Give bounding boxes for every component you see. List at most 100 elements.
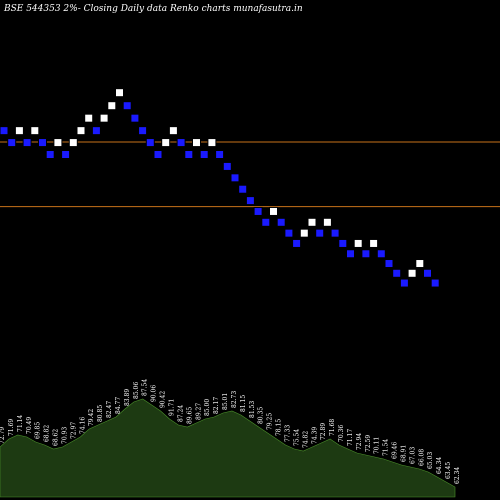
volume-label: 69.46 [392,442,399,459]
volume-label: 79.25 [267,413,274,430]
volume-label: 87.54 [142,379,149,396]
volume-label: 77.33 [285,425,292,442]
renko-brick-up [299,228,309,238]
volume-label: 90.42 [160,391,167,408]
volume-label: 83.89 [124,389,131,406]
renko-brick-up [322,217,332,227]
volume-label: 71.68 [329,419,336,436]
volume-labels: 72.79 71.69 71.14 70.49 69.85 68.82 68.62 70.93… [0,379,461,484]
renko-brick-down [153,150,163,160]
volume-label: 70.49 [26,417,33,434]
volume-label: 72.89 [320,423,327,440]
renko-brick-down [399,278,409,288]
volume-label: 85.01 [222,393,229,410]
renko-brick-down [346,249,355,259]
volume-label: 80.85 [97,405,104,422]
renko-brick-down [0,126,9,136]
renko-brick-down [130,113,140,123]
volume-label: 81.15 [240,395,247,412]
renko-brick-down [238,184,248,194]
volume-label: 68.82 [44,425,51,442]
renko-brick-down [276,217,286,227]
renko-brick-down [253,206,263,216]
renko-brick-down [392,268,402,278]
volume-label: 68.91 [401,445,408,462]
volume-label: 82.17 [213,397,220,414]
renko-brick-down [245,196,255,206]
renko-brick-up [161,138,171,148]
renko-brick-up [407,268,417,278]
renko-brick-down [45,150,55,160]
renko-brick-up [30,126,40,136]
renko-brick-down [176,138,186,148]
volume-label: 90.06 [151,385,158,402]
renko-brick-up [307,217,317,227]
renko-brick-down [22,138,32,148]
reference-lines [0,141,500,208]
renko-brick-down [122,101,132,111]
renko-brick-down [384,259,394,269]
renko-brick-down [138,126,148,136]
volume-label: 72.94 [356,433,363,450]
volume-label: 70.36 [338,425,345,442]
renko-brick-down [330,228,340,238]
renko-brick-up [84,113,94,123]
renko-brick-up [353,238,363,248]
renko-brick-down [199,150,209,160]
volume-label: 89.27 [195,403,202,420]
renko-brick-up [269,206,278,216]
renko-brick-down [338,238,348,248]
renko-brick-up [115,88,124,98]
volume-label: 79.42 [88,409,95,426]
volume-label: 71.14 [17,415,24,432]
renko-brick-down [222,161,232,171]
volume-label: 62.34 [454,467,461,484]
volume-label: 70.11 [374,437,381,454]
volume-label: 89.65 [186,407,193,424]
renko-brick-down [284,228,294,238]
volume-label: 72.59 [365,435,372,452]
renko-brick-down [7,138,17,148]
renko-brick-up [76,126,86,136]
renko-brick-down [61,150,71,160]
volume-label: 65.03 [427,452,434,469]
renko-brick-up [14,126,24,136]
chart-title: BSE 544353 2%- Closing Daily data Renko … [3,4,303,14]
renko-brick-down [230,173,240,183]
volume-label: 70.93 [62,427,69,444]
volume-label: 71.17 [347,429,354,446]
volume-label: 85.00 [204,399,211,416]
renko-brick-up [68,138,78,148]
volume-label: 67.03 [409,447,416,464]
renko-brick-up [168,126,178,136]
renko-brick-down [184,150,194,160]
volume-label: 74.16 [79,417,86,434]
volume-label: 82.73 [231,391,238,408]
renko-brick-down [315,228,325,238]
volume-label: 75.54 [293,429,300,446]
renko-brick-down [376,249,386,259]
volume-label: 71.54 [383,439,390,456]
renko-brick-up [192,138,201,148]
volume-label: 72.79 [0,427,6,444]
renko-brick-up [107,101,117,111]
renko-bricks [0,88,440,288]
volume-label: 63.45 [445,462,452,479]
volume-label: 66.08 [418,449,425,466]
renko-brick-up [53,138,63,148]
volume-label: 80.35 [258,407,265,424]
volume-label: 69.85 [35,422,42,439]
volume-area [0,398,456,498]
volume-label: 78.15 [276,419,283,436]
volume-label: 84.77 [115,397,122,414]
volume-label: 87.24 [177,405,184,422]
volume-label: 81.53 [249,401,256,418]
renko-brick-down [361,249,371,259]
volume-label: 85.06 [133,382,140,399]
renko-brick-up [99,113,109,123]
renko-brick-down [430,278,440,288]
renko-brick-down [292,238,302,248]
volume-profile [0,398,456,498]
